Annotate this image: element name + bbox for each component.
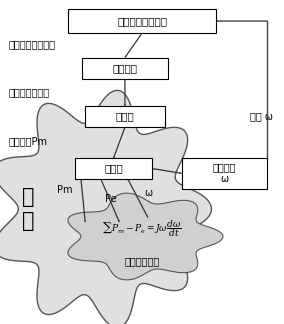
Text: ω: ω: [145, 188, 153, 198]
Text: 机械功率Pm: 机械功率Pm: [9, 136, 47, 146]
FancyBboxPatch shape: [75, 158, 152, 179]
Text: 频率偏差调节信号: 频率偏差调节信号: [9, 39, 55, 49]
FancyBboxPatch shape: [182, 158, 267, 189]
Text: 原动机: 原动机: [116, 112, 134, 122]
FancyBboxPatch shape: [68, 9, 216, 33]
Text: 机电暂态过程: 机电暂态过程: [124, 256, 160, 266]
Text: 信号采集
ω: 信号采集 ω: [213, 163, 236, 184]
Text: $\sum P_{m}-P_{e}=J\omega\dfrac{d\omega}{dt}$: $\sum P_{m}-P_{e}=J\omega\dfrac{d\omega}…: [102, 218, 182, 239]
Text: Pe: Pe: [105, 194, 117, 204]
Text: 转速 ω: 转速 ω: [250, 112, 273, 122]
Text: Pm: Pm: [57, 185, 72, 194]
Text: 调门或导叶位置: 调门或导叶位置: [9, 87, 50, 97]
Text: 发电机: 发电机: [104, 164, 123, 173]
FancyBboxPatch shape: [85, 106, 165, 127]
Polygon shape: [0, 90, 211, 324]
FancyBboxPatch shape: [82, 58, 168, 79]
Text: 伺服机构: 伺服机构: [112, 63, 137, 73]
Text: 一次调频及调速器: 一次调频及调速器: [117, 16, 167, 26]
Polygon shape: [68, 193, 223, 280]
Text: 电
网: 电 网: [22, 187, 35, 231]
